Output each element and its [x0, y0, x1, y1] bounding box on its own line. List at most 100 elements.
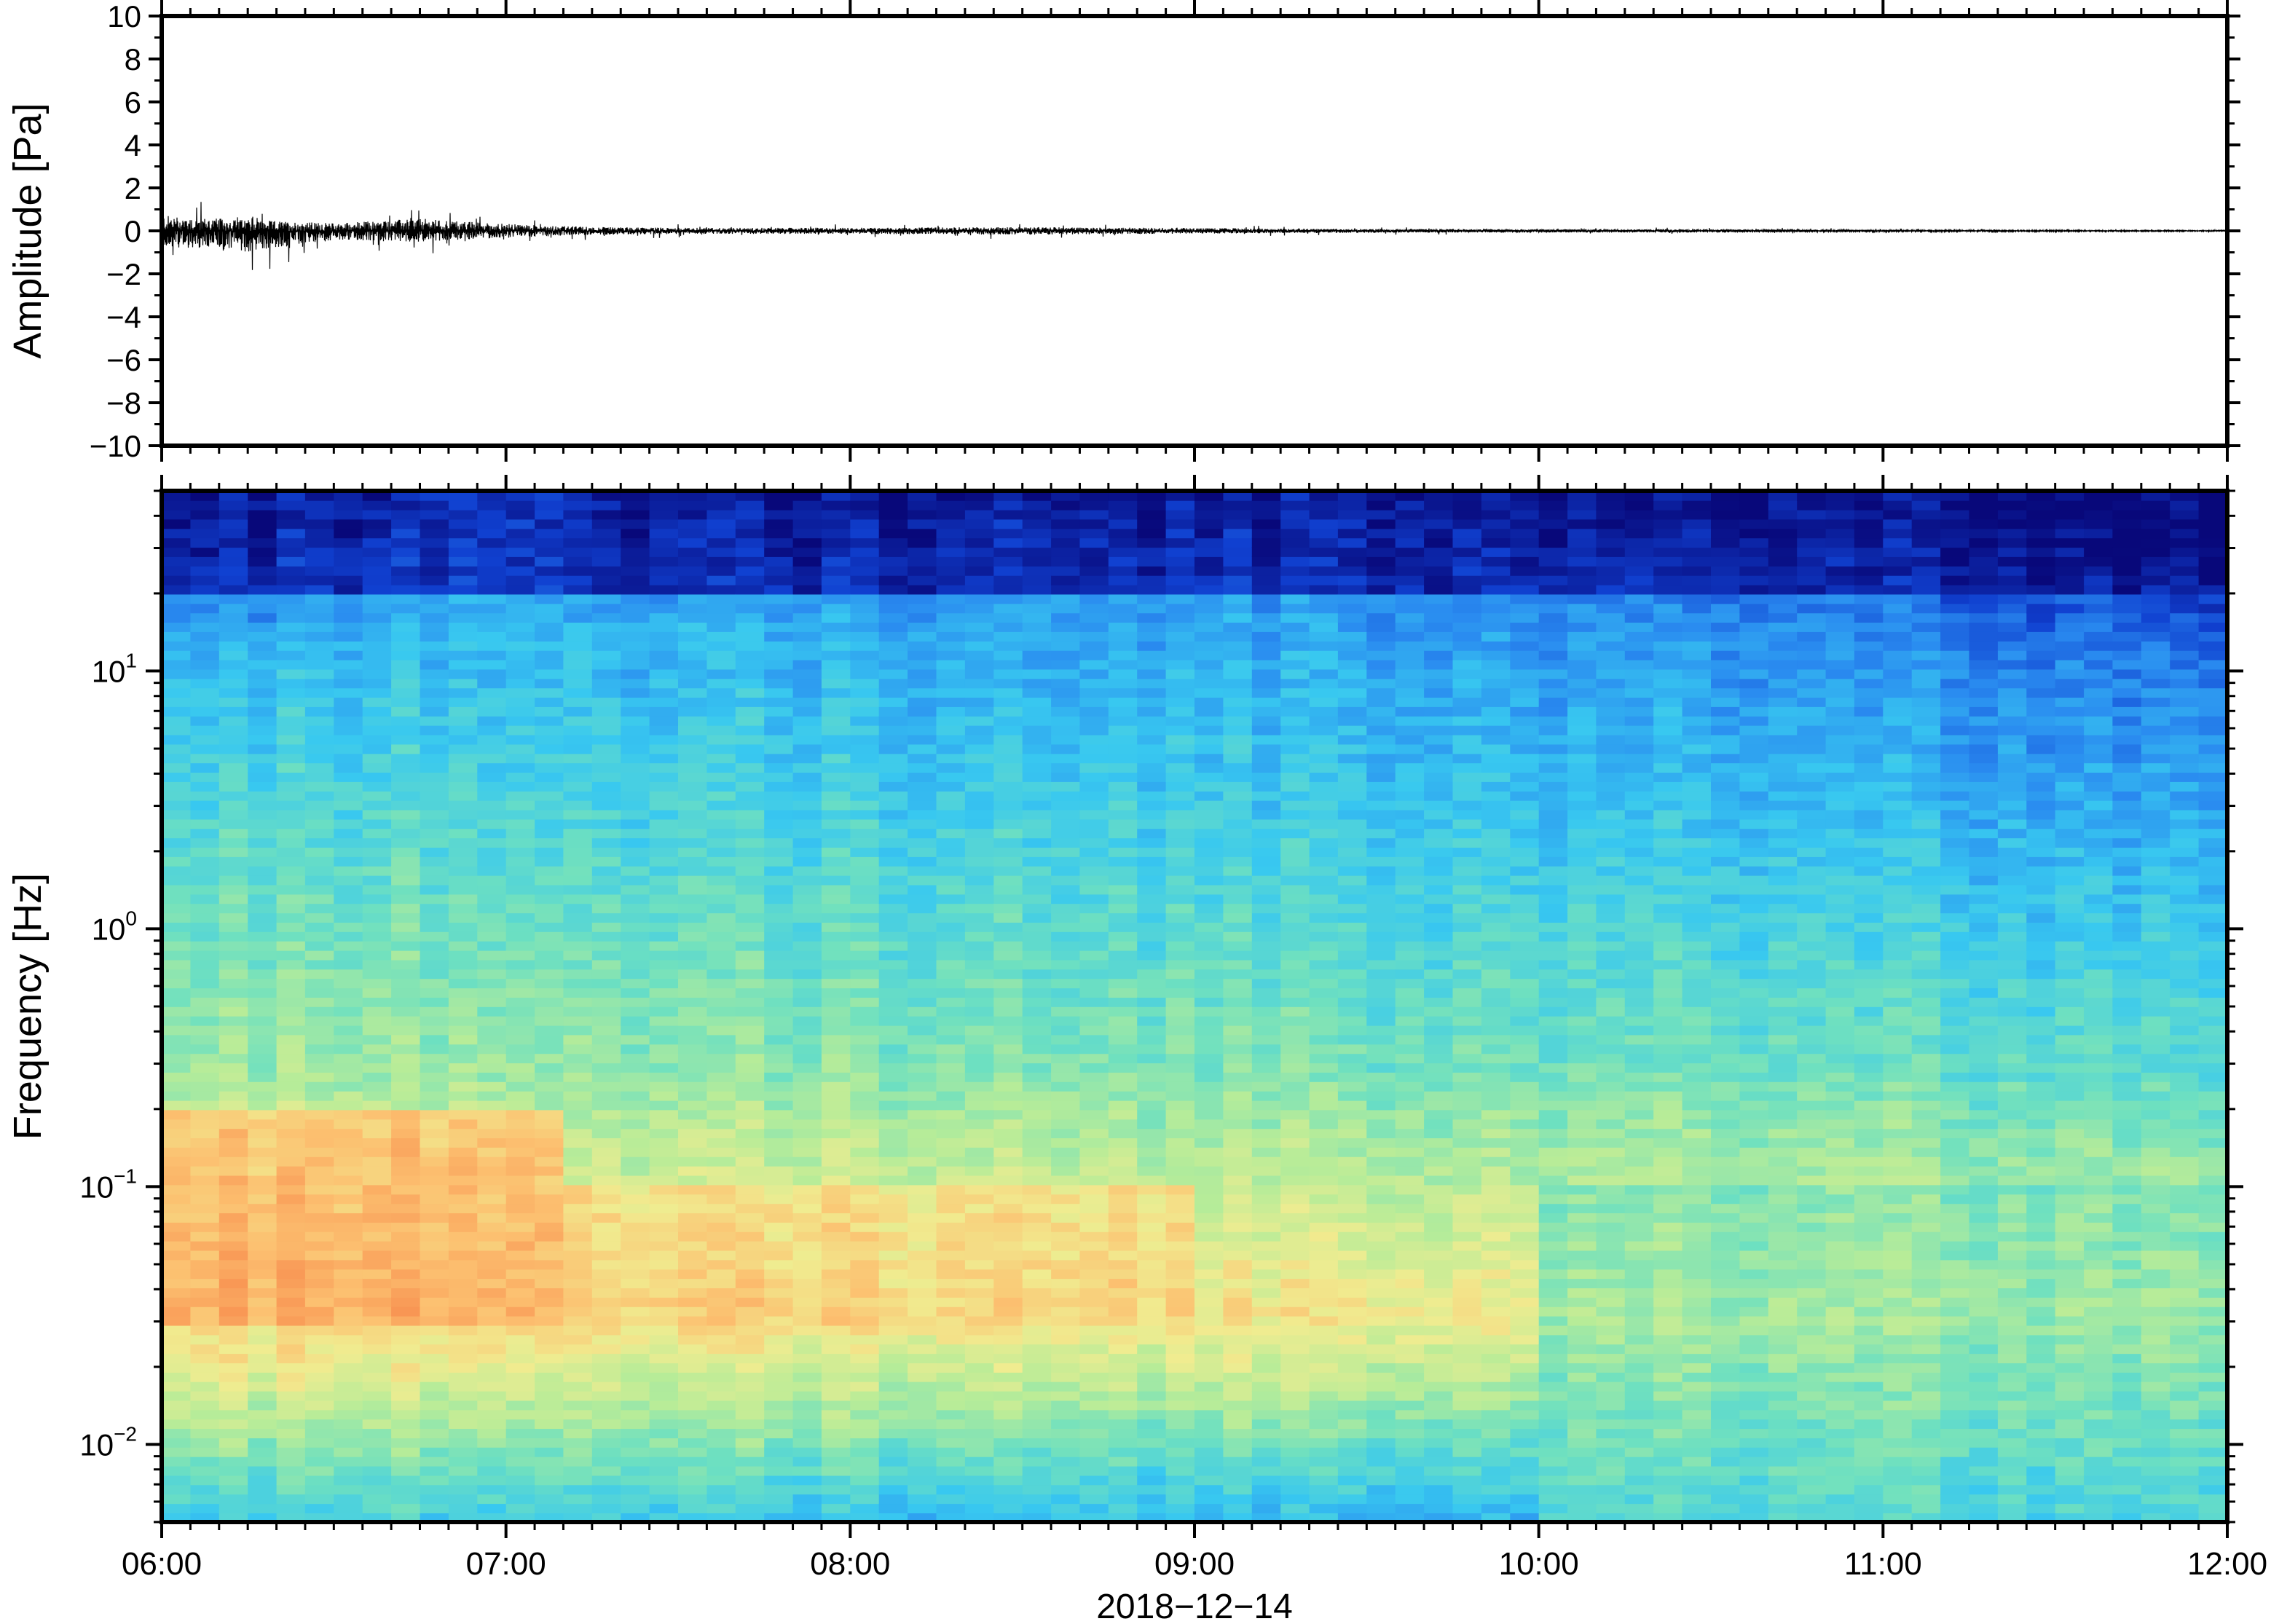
spectrogram-cell — [1251, 659, 1281, 670]
spectrogram-cell — [1137, 594, 1167, 604]
spectrogram-cell — [1137, 500, 1167, 511]
spectrogram-cell — [1165, 744, 1195, 754]
spectrogram-cell — [878, 1165, 908, 1176]
spectrogram-cell — [304, 1025, 335, 1036]
spectrogram-cell — [219, 1015, 248, 1026]
spectrogram-cell — [850, 1344, 880, 1355]
spectrogram-cell — [1395, 1288, 1425, 1298]
spectrogram-cell — [1022, 978, 1052, 989]
spectrogram-cell — [190, 547, 220, 557]
spectrogram-cell — [621, 978, 650, 989]
spectrogram-cell — [735, 1306, 765, 1317]
spectrogram-cell — [563, 622, 593, 632]
spectrogram-cell — [1108, 959, 1138, 970]
spectrogram-cell — [1251, 1222, 1281, 1232]
spectrogram-cell — [362, 659, 392, 670]
spectrogram-cell — [1337, 1213, 1368, 1223]
spectrogram-cell — [1223, 865, 1253, 876]
spectrogram-cell — [1194, 819, 1224, 829]
spectrogram-cell — [563, 781, 593, 792]
spectrogram-cell — [1366, 678, 1396, 689]
spectrogram-cell — [1137, 575, 1167, 586]
spectrogram-cell — [850, 1231, 880, 1242]
spectrogram-cell — [162, 997, 192, 1007]
spectrogram-cell — [735, 1494, 765, 1505]
spectrogram-cell — [591, 781, 621, 792]
spectrogram-cell — [276, 622, 306, 632]
spectrogram-cell — [391, 1109, 421, 1120]
spectrogram-cell — [477, 678, 507, 689]
spectrogram-cell — [936, 1456, 966, 1467]
spectrogram-cell — [878, 1372, 908, 1382]
spectrogram-cell — [1251, 1503, 1281, 1513]
spectrogram-cell — [248, 631, 278, 642]
spectrogram-cell — [621, 575, 650, 586]
spectrogram-cell — [1079, 1119, 1109, 1130]
spectrogram-cell — [1309, 1372, 1339, 1382]
spectrogram-cell — [448, 744, 479, 754]
spectrogram-cell — [190, 1456, 220, 1467]
spectrogram-cell — [649, 912, 679, 923]
spectrogram-cell — [535, 697, 564, 707]
spectrogram-cell — [1051, 1419, 1081, 1430]
spectrogram-cell — [936, 1363, 966, 1373]
spectrogram-cell — [1395, 950, 1425, 961]
spectrogram-cell — [908, 847, 937, 857]
spectrogram-cell — [936, 884, 966, 895]
spectrogram-cell — [420, 641, 449, 651]
spectrogram-cell — [334, 1447, 363, 1457]
spectrogram-cell — [678, 1390, 708, 1401]
spectrogram-cell — [535, 584, 564, 595]
spectrogram-cell — [1137, 1456, 1167, 1467]
spectrogram-cell — [850, 894, 880, 904]
spectrogram-cell — [936, 762, 966, 773]
spectrogram-cell — [1137, 1428, 1167, 1438]
spectrogram-cell — [505, 1231, 535, 1242]
spectrogram-cell — [621, 1428, 650, 1438]
spectrogram-cell — [420, 687, 449, 698]
spectrogram-cell — [936, 1419, 966, 1430]
spectrogram-cell — [477, 1344, 507, 1355]
spectrogram-cell — [190, 1315, 220, 1326]
spectrogram-cell — [248, 1081, 278, 1092]
spectrogram-cell — [993, 1484, 1023, 1495]
spectrogram-cell — [792, 1372, 822, 1382]
spectrogram-cell — [649, 1081, 679, 1092]
spectrogram-cell — [707, 1034, 736, 1045]
spectrogram-cell — [1251, 1138, 1281, 1148]
spectrogram-cell — [850, 1363, 880, 1373]
spectrogram-cell — [964, 1053, 995, 1064]
spectrogram-cell — [908, 594, 937, 604]
spectrogram-cell — [1280, 556, 1310, 567]
spectrogram-cell — [1137, 612, 1167, 623]
spectrogram-cell — [964, 1278, 995, 1288]
amplitude-y-axis-label: Amplitude [Pa] — [6, 103, 50, 358]
spectrogram-cell — [448, 988, 479, 998]
spectrogram-cell — [563, 1315, 593, 1326]
spectrogram-cell — [162, 865, 192, 876]
spectrogram-cell — [1223, 1484, 1253, 1495]
spectrogram-cell — [563, 1250, 593, 1261]
spectrogram-cell — [707, 1203, 736, 1213]
spectrogram-cell — [1395, 1203, 1425, 1213]
spectrogram-cell — [1223, 978, 1253, 989]
spectrogram-cell — [621, 1006, 650, 1017]
spectrogram-cell — [591, 556, 621, 567]
spectrogram-cell — [505, 894, 535, 904]
spectrogram-cell — [1366, 1044, 1396, 1055]
spectrogram-cell — [591, 931, 621, 942]
spectrogram-cell — [162, 1494, 192, 1505]
spectrogram-cell — [908, 584, 937, 595]
spectrogram-cell — [276, 1194, 306, 1205]
spectrogram-cell — [362, 556, 392, 567]
spectrogram-cell — [1337, 519, 1368, 529]
spectrogram-cell — [563, 575, 593, 586]
spectrogram-cell — [219, 912, 248, 923]
spectrogram-cell — [1137, 903, 1167, 914]
spectrogram-cell — [1223, 781, 1253, 792]
spectrogram-cell — [1051, 650, 1081, 661]
spectrogram-cell — [162, 1409, 192, 1420]
spectrogram-cell — [1223, 894, 1253, 904]
spectrogram-cell — [591, 865, 621, 876]
spectrogram-cell — [735, 1400, 765, 1411]
